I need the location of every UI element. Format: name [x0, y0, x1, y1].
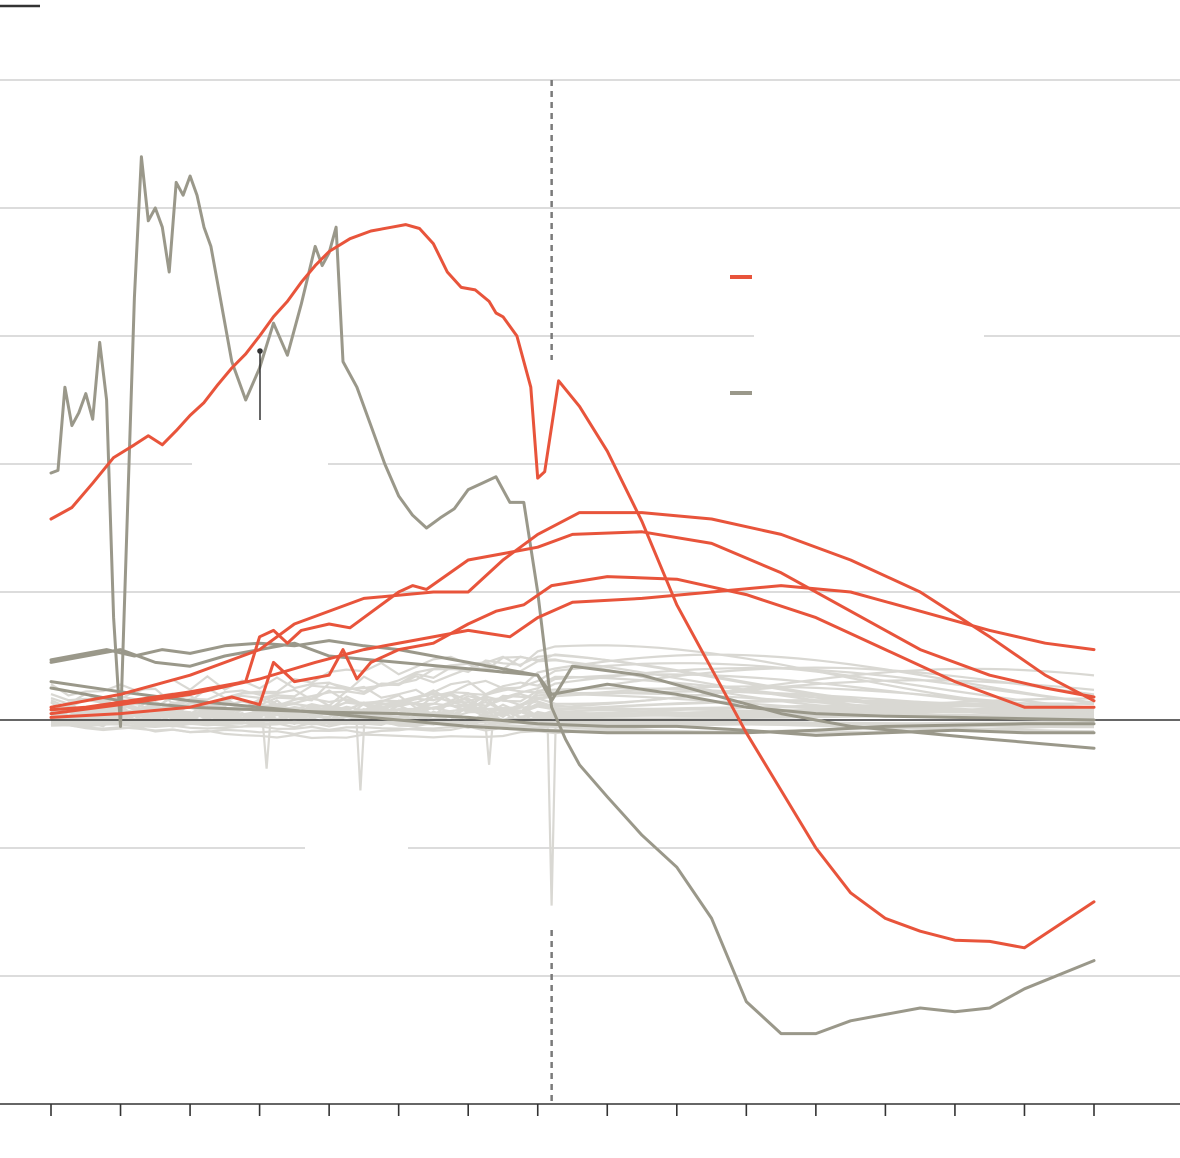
- background-series-spike: [483, 717, 495, 765]
- highlight-series-line: [49, 530, 1096, 712]
- secondary-series-group: [49, 155, 1096, 1036]
- background-series-line: [50, 710, 1095, 727]
- secondary-series-line: [49, 641, 1096, 722]
- highlight-series-line: [49, 223, 1096, 950]
- gridlines: [0, 79, 1180, 977]
- x-axis: [0, 1103, 1180, 1116]
- background-series-line: [50, 667, 1095, 714]
- highlight-series-line: [49, 511, 1096, 709]
- secondary-series-line: [49, 686, 1096, 737]
- secondary-series-line: [49, 680, 1096, 735]
- background-series-spike: [546, 717, 557, 906]
- legend: [730, 275, 752, 395]
- highlight-series-line: [49, 584, 1096, 716]
- background-series-spike: [355, 717, 366, 791]
- background-series-spike: [261, 717, 272, 769]
- background-series-line: [50, 679, 1095, 719]
- background-series-line: [50, 644, 1095, 721]
- secondary-series-line: [49, 155, 1096, 1036]
- secondary-series-line: [49, 639, 1096, 750]
- background-series-line: [50, 718, 1095, 726]
- background-series-line: [50, 699, 1095, 720]
- annotation-group: [0, 4, 263, 420]
- highlight-series-group: [49, 223, 1096, 950]
- background-series-group: [50, 644, 1095, 906]
- highlight-series-line: [49, 575, 1096, 719]
- annotation-dot: [257, 348, 263, 354]
